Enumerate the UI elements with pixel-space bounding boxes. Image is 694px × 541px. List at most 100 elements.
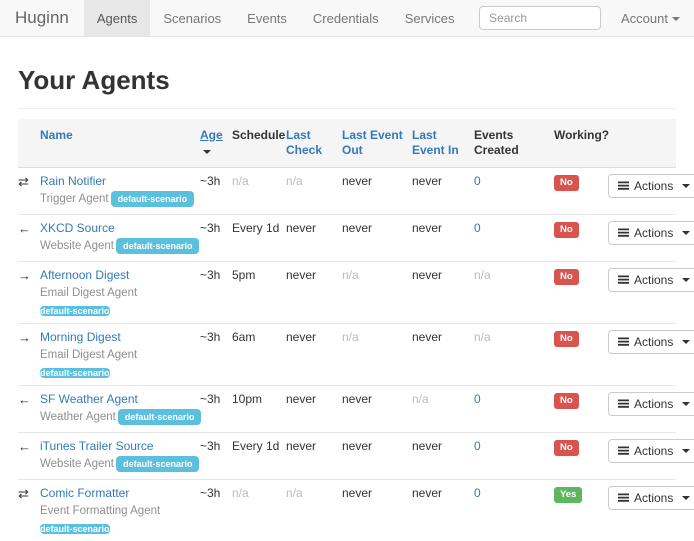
scenario-badge[interactable]: default-scenario (111, 191, 195, 207)
agent-name-link[interactable]: SF Weather Agent (40, 392, 138, 407)
nav-item-credentials[interactable]: Credentials (300, 0, 392, 36)
last-event-out-cell: never (342, 480, 412, 541)
age-cell: ~3h (200, 324, 232, 386)
last-event-in-cell: never (412, 480, 474, 541)
actions-cell: Actions (608, 324, 676, 386)
agent-name-link[interactable]: Afternoon Digest (40, 268, 129, 283)
age-cell: ~3h (200, 433, 232, 480)
events-created-link[interactable]: 0 (474, 439, 481, 453)
age-cell: ~3h (200, 480, 232, 541)
events-created-link[interactable]: 0 (474, 221, 481, 235)
column-header-working: Working? (554, 119, 608, 168)
nav-item-scenarios[interactable]: Scenarios (150, 0, 234, 36)
agent-name-link[interactable]: Rain Notifier (40, 174, 106, 189)
list-icon (618, 337, 629, 348)
events-created-cell: 0 (474, 480, 554, 541)
list-icon (618, 399, 629, 410)
age-cell: ~3h (200, 386, 232, 433)
events-created-cell: 0 (474, 215, 554, 262)
last-event-out-cell: never (342, 215, 412, 262)
sort-age-link[interactable]: Age (200, 128, 223, 142)
schedule-cell: Every 1d (232, 215, 286, 262)
direction-cell: → (18, 324, 40, 386)
actions-cell: Actions (608, 215, 676, 262)
caret-down-icon (682, 402, 690, 406)
sort-last-event-out-link[interactable]: Last Event Out (342, 128, 403, 157)
search-input[interactable] (479, 6, 601, 30)
caret-down-icon (682, 496, 690, 500)
scenario-badge[interactable]: default-scenario (40, 306, 110, 316)
actions-label: Actions (634, 273, 673, 287)
nav-item-agents[interactable]: Agents (84, 0, 150, 36)
last-event-in-cell: never (412, 215, 474, 262)
working-cell: No (554, 215, 608, 262)
scenario-badge[interactable]: default-scenario (116, 238, 200, 254)
events-created-link[interactable]: 0 (474, 392, 481, 406)
actions-button[interactable]: Actions (608, 392, 694, 416)
events-created-link[interactable]: 0 (474, 486, 481, 500)
schedule-cell: n/a (232, 168, 286, 215)
last-event-out-cell: n/a (342, 324, 412, 386)
list-icon (618, 228, 629, 239)
actions-button[interactable]: Actions (608, 268, 694, 292)
agent-name-link[interactable]: Morning Digest (40, 330, 121, 345)
scenario-badge[interactable]: default-scenario (118, 409, 202, 425)
agent-name-link[interactable]: XKCD Source (40, 221, 115, 236)
last-check-cell: never (286, 324, 342, 386)
last-event-out-cell: never (342, 168, 412, 215)
events-created-link[interactable]: 0 (474, 174, 481, 188)
column-header-last-event-out: Last Event Out (342, 119, 412, 168)
caret-down-icon (682, 340, 690, 344)
table-row: ⇄ Comic Formatter Event Formatting Agent… (18, 480, 676, 541)
actions-button[interactable]: Actions (608, 330, 694, 354)
actions-button[interactable]: Actions (608, 174, 694, 198)
arrow-left-icon: ← (18, 392, 31, 407)
brand-link[interactable]: Huginn (0, 0, 84, 36)
caret-down-icon (682, 231, 690, 235)
agent-type-label: Weather Agent (40, 411, 116, 423)
schedule-cell: Every 1d (232, 433, 286, 480)
actions-button[interactable]: Actions (608, 439, 694, 463)
actions-button[interactable]: Actions (608, 221, 694, 245)
working-cell: No (554, 262, 608, 324)
working-cell: No (554, 324, 608, 386)
working-badge: No (554, 393, 579, 409)
agent-type-label: Website Agent (40, 458, 114, 470)
scenario-badge[interactable]: default-scenario (40, 368, 110, 378)
actions-label: Actions (634, 397, 673, 411)
caret-down-icon (682, 449, 690, 453)
sort-last-check-link[interactable]: Last Check (286, 128, 322, 157)
agent-name-link[interactable]: Comic Formatter (40, 486, 129, 501)
sort-caret-icon (203, 150, 211, 154)
nav-item-services[interactable]: Services (392, 0, 468, 36)
account-menu[interactable]: Account (621, 11, 680, 26)
agent-type-label: Website Agent (40, 240, 114, 252)
age-cell: ~3h (200, 262, 232, 324)
actions-button[interactable]: Actions (608, 486, 694, 510)
age-cell: ~3h (200, 168, 232, 215)
column-header-age: Age (200, 119, 232, 168)
scenario-badge[interactable]: default-scenario (116, 456, 200, 472)
sort-last-event-in-link[interactable]: Last Event In (412, 128, 459, 157)
working-cell: No (554, 386, 608, 433)
nav-item-events[interactable]: Events (234, 0, 300, 36)
working-cell: Yes (554, 480, 608, 541)
actions-cell: Actions (608, 433, 676, 480)
actions-cell: Actions (608, 262, 676, 324)
scenario-badge[interactable]: default-scenario (40, 524, 110, 534)
actions-label: Actions (634, 491, 673, 505)
last-event-in-cell: never (412, 433, 474, 480)
last-event-out-cell: never (342, 433, 412, 480)
agent-name-link[interactable]: iTunes Trailer Source (40, 439, 154, 454)
sort-name-link[interactable]: Name (40, 128, 73, 142)
working-badge: No (554, 269, 579, 285)
